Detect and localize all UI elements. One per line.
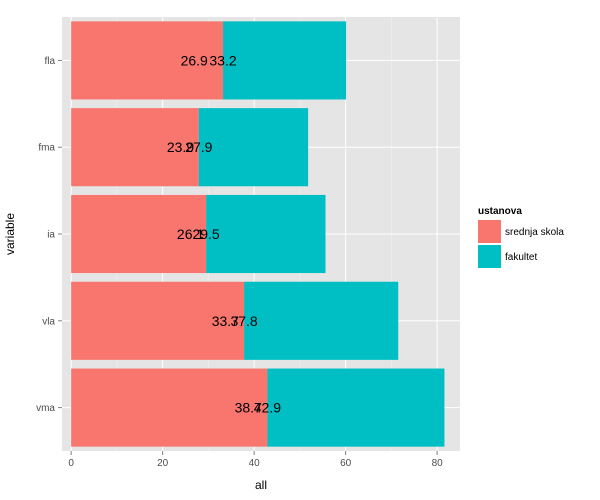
- bar-ia-srednja-skola: [71, 194, 207, 274]
- legend-label-srednja-skola: srednja skola: [505, 227, 564, 238]
- data-label: 33.7: [212, 313, 239, 329]
- legend-key-fakultet: [478, 245, 501, 268]
- y-tick-label: ia: [47, 230, 55, 241]
- data-label: 27.9: [185, 139, 212, 155]
- x-tick-label: 60: [340, 458, 352, 469]
- bars: [71, 21, 445, 447]
- y-tick-label: fma: [38, 143, 55, 154]
- legend-label-fakultet: fakultet: [505, 252, 537, 263]
- x-tick-label: 0: [68, 458, 74, 469]
- legend-key-srednja-skola: [478, 220, 501, 243]
- y-tick-label: fla: [44, 56, 55, 67]
- bar-fma-fakultet: [198, 108, 309, 187]
- data-label: 42.9: [254, 400, 281, 416]
- data-label: 29.5: [192, 226, 219, 242]
- y-tick-label: vla: [42, 316, 55, 327]
- data-label: 26.1: [177, 226, 204, 242]
- bar-vma-fakultet: [267, 368, 445, 447]
- bar-vla-srednja-skola: [71, 281, 245, 360]
- bar-fla-srednja-skola: [71, 21, 224, 100]
- x-tick-label: 80: [432, 458, 444, 469]
- bar-vla-fakultet: [244, 281, 399, 360]
- bar-ia-fakultet: [206, 194, 326, 274]
- data-label: 33.2: [209, 52, 236, 68]
- x-axis-title: all: [255, 478, 267, 492]
- bar-fla-fakultet: [223, 21, 347, 100]
- x-tick-label: 20: [157, 458, 169, 469]
- y-tick-label: vma: [36, 403, 55, 414]
- data-labels: 33.226.9 27.923.9 29.526.1 37.833.7 42.938.7: [167, 52, 281, 415]
- data-label: 38.7: [235, 400, 262, 416]
- data-label: 26.9: [181, 52, 208, 68]
- legend: ustanova srednja skola fakultet: [478, 206, 564, 268]
- data-label: 23.9: [167, 139, 194, 155]
- bar-fma-srednja-skola: [71, 108, 199, 187]
- legend-title: ustanova: [478, 206, 522, 217]
- bar-vma-srednja-skola: [71, 368, 268, 447]
- x-tick-label: 40: [249, 458, 261, 469]
- y-axis-title: variable: [3, 213, 17, 255]
- x-axis: 0 20 40 60 80: [68, 451, 443, 469]
- y-axis: fla fma ia vla vma: [36, 56, 62, 414]
- data-label: 37.8: [230, 313, 257, 329]
